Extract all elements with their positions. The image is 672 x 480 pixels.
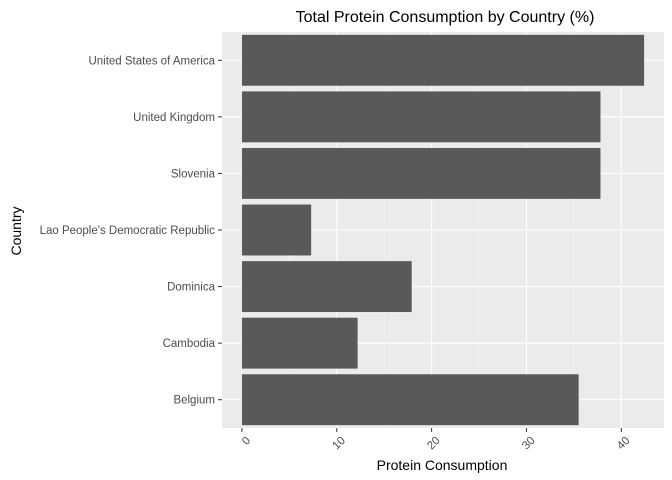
- y-tick-label: Slovenia: [171, 168, 216, 180]
- y-tick-label: Dominica: [167, 282, 216, 294]
- y-tick-label: United States of America: [88, 55, 215, 67]
- bar: [241, 261, 412, 313]
- y-tick-label: United Kingdom: [133, 112, 215, 124]
- y-axis: Belgium Cambodia Dominica Lao People's Demo…: [40, 55, 222, 407]
- bar: [241, 374, 579, 426]
- bar: [241, 91, 601, 143]
- x-axis-label: Protein Consumption: [377, 457, 508, 473]
- y-tick-label: Belgium: [173, 395, 215, 407]
- chart-title: Total Protein Consumption by Country (%): [296, 9, 595, 26]
- bar: [241, 317, 358, 369]
- y-axis-label: Country: [8, 206, 24, 255]
- bar: [241, 34, 645, 86]
- y-tick-label: Cambodia: [163, 338, 216, 350]
- bars: [241, 34, 645, 426]
- y-tick-label: Lao People's Democratic Republic: [40, 225, 216, 237]
- bar: [241, 204, 312, 256]
- bar: [241, 147, 601, 199]
